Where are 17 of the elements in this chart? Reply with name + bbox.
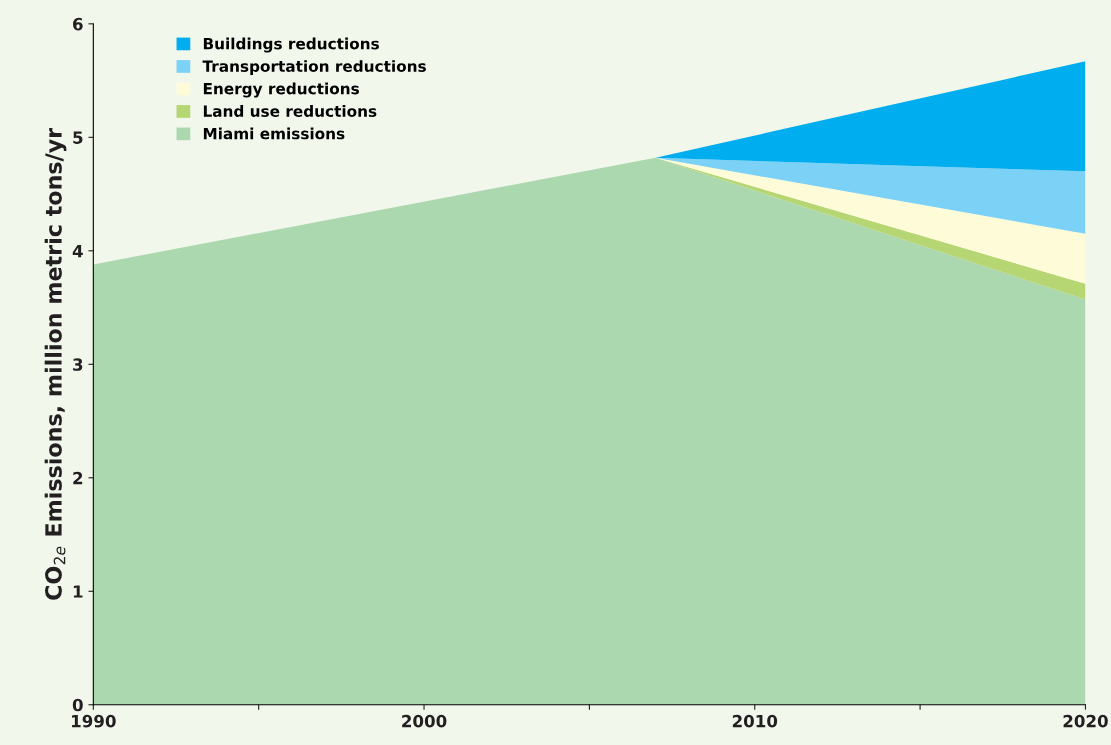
y-tick-label: 3 — [73, 358, 83, 371]
legend-label: Buildings reductions — [203, 37, 379, 53]
y-tick-label: 4 — [72, 245, 83, 258]
x-tick-label: 1990 — [72, 714, 116, 728]
x-tick-label: 2020 — [1063, 714, 1108, 728]
y-tick-label: 6 — [73, 17, 83, 31]
legend-label: Miami emissions — [203, 127, 345, 140]
y-tick-label: 5 — [73, 131, 83, 144]
x-tick-label: 2010 — [732, 714, 778, 728]
y-tick-label: 2 — [73, 471, 83, 485]
y-axis-title: CO$_{2e}$ Emissions, million metric tons/yr — [44, 127, 67, 600]
legend-label: Transportation reductions — [202, 60, 426, 75]
legend-label: Energy reductions — [203, 82, 359, 98]
x-tick-label: 2000 — [402, 714, 447, 728]
y-tick-label: 0 — [72, 698, 83, 712]
legend-label: Land use reductions — [203, 105, 377, 117]
y-tick-label: 1 — [73, 585, 83, 598]
